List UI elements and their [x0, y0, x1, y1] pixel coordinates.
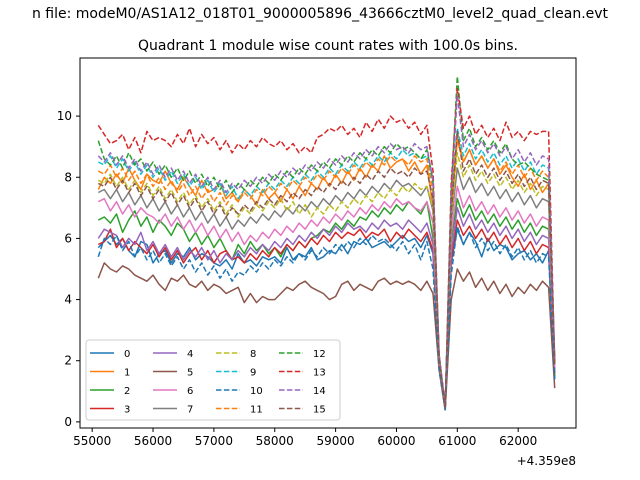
series-layer	[97, 75, 556, 411]
legend-label-9: 9	[250, 368, 256, 379]
series-line-2	[97, 197, 556, 408]
legend-label-2: 2	[124, 386, 130, 397]
legend-label-5: 5	[187, 368, 193, 379]
y-tick-label: 10	[57, 109, 72, 123]
y-axis: 0 2 4 6 8 10	[57, 109, 80, 429]
legend-box	[85, 339, 341, 421]
x-tick-label: 55000	[73, 434, 111, 448]
legend-label-0: 0	[124, 349, 130, 360]
x-tick-label: 61000	[438, 434, 476, 448]
y-tick-label: 4	[64, 293, 72, 307]
series-line-6	[97, 185, 556, 408]
legend-label-8: 8	[250, 349, 256, 360]
legend-label-1: 1	[124, 368, 130, 379]
series-line-14	[97, 93, 556, 408]
series-line-4	[97, 207, 556, 408]
series-line-15	[97, 130, 556, 408]
series-line-9	[97, 127, 556, 408]
legend-label-4: 4	[187, 349, 193, 360]
series-line-10	[97, 225, 556, 411]
legend-label-3: 3	[124, 405, 130, 416]
plot-frame	[79, 57, 577, 429]
y-tick-label: 8	[64, 170, 72, 184]
series-line-0	[97, 228, 556, 411]
figure-suptitle: n file: modeM0/AS1A12_018T01_9000005896_…	[32, 6, 609, 22]
legend-label-15: 15	[313, 405, 326, 416]
series-line-8	[97, 152, 556, 408]
x-tick-label: 59000	[317, 434, 355, 448]
y-tick-label: 2	[64, 354, 72, 368]
legend-label-13: 13	[313, 368, 326, 379]
y-tick-label: 6	[64, 231, 72, 245]
legend-label-12: 12	[313, 349, 326, 360]
x-tick-label: 60000	[377, 434, 415, 448]
x-offset-label: +4.359e8	[517, 454, 576, 468]
series-line-3	[97, 219, 556, 411]
x-axis: 55000 56000 57000 58000 59000 60000 61000 62000	[73, 428, 537, 448]
y-tick-label: 0	[64, 415, 72, 429]
series-line-7	[97, 167, 556, 408]
legend-label-10: 10	[250, 386, 263, 397]
series-line-5	[97, 262, 556, 411]
x-tick-label: 62000	[499, 434, 537, 448]
series-line-12	[97, 75, 556, 408]
series-line-13	[97, 87, 556, 408]
x-tick-label: 58000	[256, 434, 294, 448]
series-line-11	[97, 133, 556, 408]
legend-label-14: 14	[313, 386, 326, 397]
legend-label-7: 7	[187, 405, 193, 416]
chart-title: Quadrant 1 module wise count rates with …	[138, 38, 518, 54]
x-tick-label: 56000	[134, 434, 172, 448]
legend-label-6: 6	[187, 386, 193, 397]
x-tick-label: 57000	[195, 434, 233, 448]
legend-label-11: 11	[250, 405, 263, 416]
